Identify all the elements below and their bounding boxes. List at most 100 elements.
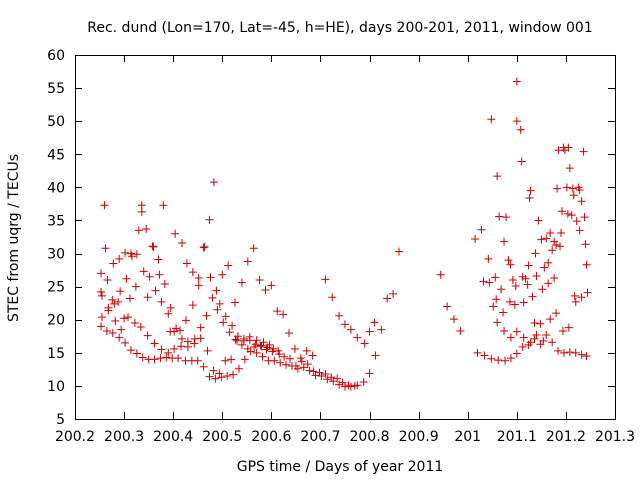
plot-frame — [75, 55, 616, 420]
x-tick-label: 200.8 — [349, 429, 389, 445]
data-point — [559, 348, 568, 357]
data-point — [108, 328, 117, 337]
data-point — [196, 334, 205, 343]
data-point — [564, 143, 573, 152]
y-tick-label: 15 — [47, 346, 65, 362]
data-point — [575, 226, 584, 235]
data-point — [121, 338, 130, 347]
data-point — [166, 303, 175, 312]
data-point — [267, 281, 276, 290]
data-point — [211, 374, 220, 383]
data-point — [194, 274, 203, 283]
data-point — [395, 247, 403, 256]
y-tick-label: 40 — [47, 180, 65, 196]
data-point — [255, 276, 264, 285]
data-point — [237, 278, 246, 287]
data-point — [155, 270, 164, 279]
data-point — [188, 268, 197, 277]
data-point — [512, 327, 521, 336]
data-point — [530, 334, 539, 343]
data-point — [534, 216, 543, 225]
data-point — [531, 249, 540, 258]
y-tick-label: 45 — [47, 147, 65, 163]
data-point — [280, 352, 289, 361]
x-tick-label: 200.9 — [399, 429, 439, 445]
data-point — [344, 381, 353, 390]
data-point — [102, 326, 111, 335]
data-point — [125, 294, 134, 303]
data-point — [371, 351, 380, 360]
data-point — [523, 280, 532, 289]
data-point — [252, 348, 261, 357]
data-point — [548, 338, 557, 347]
data-point — [176, 326, 185, 335]
data-point — [98, 313, 106, 322]
data-point — [542, 330, 551, 339]
data-point — [285, 328, 294, 337]
data-point — [518, 272, 527, 281]
data-point — [245, 332, 254, 341]
data-point — [519, 298, 528, 307]
data-point — [583, 288, 592, 297]
data-point — [137, 207, 146, 216]
data-point — [269, 344, 278, 353]
data-point — [251, 340, 260, 349]
data-point — [194, 281, 203, 290]
data-point — [270, 356, 279, 365]
x-axis: 200.2 200.3 200.4 200.5 200.6 200.7 200.8 200.9… — [55, 55, 635, 445]
data-point — [532, 330, 541, 339]
data-series — [97, 77, 592, 391]
x-tick-label: 200.2 — [55, 429, 95, 445]
data-point — [164, 309, 173, 318]
data-point — [233, 336, 241, 345]
y-tick-label: 35 — [47, 213, 65, 229]
data-point — [492, 295, 501, 304]
data-point — [558, 326, 567, 335]
data-point — [170, 344, 179, 353]
data-point — [471, 234, 480, 243]
x-tick-label: 201 — [454, 429, 481, 445]
data-point — [567, 211, 576, 220]
data-point — [501, 356, 510, 365]
data-point — [239, 334, 248, 343]
data-point — [353, 333, 362, 342]
data-point — [132, 250, 141, 259]
y-tick-label: 10 — [47, 379, 65, 395]
data-point — [228, 321, 237, 330]
data-point — [219, 318, 228, 327]
data-point — [565, 348, 574, 357]
data-point — [449, 315, 458, 324]
data-point — [473, 348, 482, 357]
data-point — [143, 293, 152, 302]
data-point — [328, 293, 337, 302]
data-point — [510, 300, 519, 309]
data-point — [209, 178, 218, 187]
data-point — [565, 164, 574, 173]
data-point — [485, 278, 494, 287]
data-point — [114, 297, 123, 306]
data-point — [182, 259, 191, 268]
data-point — [489, 302, 498, 311]
data-point — [221, 356, 230, 365]
data-point — [484, 254, 493, 263]
data-point — [365, 369, 374, 378]
data-point — [273, 307, 282, 316]
data-point — [524, 261, 533, 270]
data-point — [124, 313, 133, 322]
data-point — [97, 287, 106, 296]
data-point — [162, 353, 171, 362]
data-point — [577, 293, 586, 302]
data-point — [570, 291, 579, 300]
data-point — [183, 337, 192, 346]
data-point — [157, 345, 166, 354]
data-point — [108, 295, 117, 304]
data-point — [477, 225, 486, 234]
data-point — [258, 352, 267, 361]
data-point — [115, 254, 124, 263]
data-point — [550, 274, 559, 283]
data-point — [142, 225, 151, 234]
data-point — [217, 373, 226, 382]
y-tick-label: 60 — [47, 48, 65, 64]
data-point — [305, 366, 314, 375]
data-point — [243, 344, 252, 353]
